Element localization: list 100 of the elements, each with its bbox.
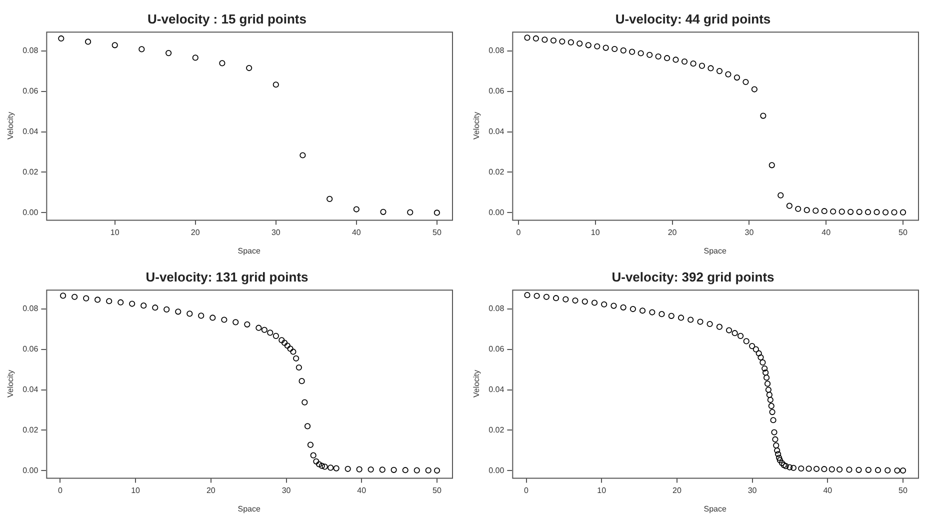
point bbox=[298, 378, 305, 384]
x-tick-label: 40 bbox=[822, 228, 832, 237]
point bbox=[72, 294, 78, 300]
y-tick-label: 0.02 bbox=[22, 425, 39, 434]
point bbox=[138, 46, 145, 52]
y-tick-label: 0.02 bbox=[488, 167, 505, 176]
x-tick-label: 10 bbox=[597, 486, 607, 495]
y-tick-label: 0.00 bbox=[488, 208, 505, 217]
point bbox=[576, 40, 583, 47]
point bbox=[356, 466, 362, 472]
x-tick-label: 40 bbox=[352, 228, 362, 237]
x-tick-label: 10 bbox=[131, 486, 141, 495]
point bbox=[60, 292, 66, 299]
y-tick-label: 0.02 bbox=[488, 425, 505, 434]
x-tick-label: 50 bbox=[432, 486, 442, 495]
chart-title: U-velocity : 15 grid points bbox=[148, 11, 306, 26]
x-tick-label: 10 bbox=[590, 228, 600, 237]
point bbox=[664, 55, 670, 62]
y-tick-label: 0.06 bbox=[488, 86, 505, 96]
point bbox=[812, 208, 819, 214]
y-tick-label: 0.04 bbox=[488, 126, 505, 136]
x-tick-label: 30 bbox=[271, 228, 281, 237]
point bbox=[198, 312, 204, 319]
point bbox=[368, 466, 374, 473]
point bbox=[760, 112, 766, 119]
chart-title: U-velocity: 44 grid points bbox=[615, 11, 771, 26]
point bbox=[629, 48, 636, 55]
x-tick-label: 20 bbox=[672, 486, 682, 495]
point bbox=[326, 196, 333, 202]
point bbox=[524, 34, 530, 41]
y-tick-label: 0.04 bbox=[488, 384, 505, 394]
point bbox=[698, 62, 706, 69]
point bbox=[646, 52, 653, 58]
point bbox=[353, 206, 360, 212]
point bbox=[300, 152, 306, 158]
point bbox=[716, 68, 723, 74]
point bbox=[786, 202, 792, 209]
point bbox=[58, 35, 64, 42]
point bbox=[725, 71, 732, 78]
point bbox=[838, 208, 845, 215]
point bbox=[302, 399, 308, 406]
point bbox=[166, 50, 172, 56]
x-tick-label: 50 bbox=[432, 228, 442, 237]
x-axis-title: Space bbox=[238, 504, 261, 514]
point bbox=[287, 346, 294, 352]
point bbox=[261, 326, 268, 333]
point bbox=[118, 299, 124, 306]
point bbox=[140, 302, 147, 309]
point bbox=[900, 209, 906, 216]
point bbox=[313, 458, 320, 464]
x-tick-label: 50 bbox=[898, 486, 908, 495]
point bbox=[106, 298, 112, 304]
x-tick-label: 50 bbox=[898, 228, 908, 237]
x-tick-label: 40 bbox=[357, 486, 367, 495]
point bbox=[84, 38, 92, 45]
point bbox=[344, 466, 351, 472]
point bbox=[328, 464, 334, 471]
point bbox=[821, 208, 828, 214]
point bbox=[559, 38, 566, 45]
point bbox=[129, 300, 136, 307]
point bbox=[848, 208, 854, 215]
point bbox=[434, 210, 440, 216]
y-tick-label: 0.02 bbox=[22, 167, 39, 176]
point bbox=[795, 206, 802, 212]
point bbox=[175, 308, 182, 315]
point bbox=[882, 209, 889, 216]
y-tick-label: 0.06 bbox=[488, 344, 505, 354]
y-axis-title: Velocity bbox=[6, 112, 16, 140]
x-axis-title: Space bbox=[704, 504, 727, 514]
point bbox=[256, 324, 262, 331]
point bbox=[390, 466, 397, 473]
point bbox=[232, 319, 239, 326]
point bbox=[316, 461, 322, 468]
y-axis-title: Velocity bbox=[472, 370, 482, 398]
point bbox=[164, 306, 170, 312]
y-tick-label: 0.08 bbox=[488, 46, 505, 56]
point bbox=[708, 65, 714, 72]
y-axis-title: Velocity bbox=[472, 112, 482, 140]
point bbox=[281, 340, 288, 346]
y-tick-label: 0.00 bbox=[488, 466, 505, 475]
point bbox=[620, 47, 626, 54]
point bbox=[318, 462, 325, 469]
point bbox=[272, 332, 279, 339]
y-axis-title: Velocity bbox=[6, 370, 16, 398]
y-tick-label: 0.08 bbox=[488, 304, 505, 314]
x-axis-title: Space bbox=[238, 246, 261, 256]
point bbox=[310, 452, 316, 458]
point bbox=[434, 467, 440, 474]
point bbox=[751, 86, 758, 92]
point bbox=[768, 162, 775, 168]
point bbox=[186, 310, 193, 317]
point bbox=[407, 209, 414, 216]
point bbox=[278, 337, 285, 344]
point bbox=[542, 36, 548, 43]
y-tick-label: 0.04 bbox=[22, 126, 39, 136]
y-tick-label: 0.08 bbox=[22, 304, 39, 314]
point bbox=[425, 467, 432, 474]
y-tick-label: 0.00 bbox=[22, 208, 39, 217]
point bbox=[402, 467, 408, 474]
point bbox=[293, 355, 300, 362]
